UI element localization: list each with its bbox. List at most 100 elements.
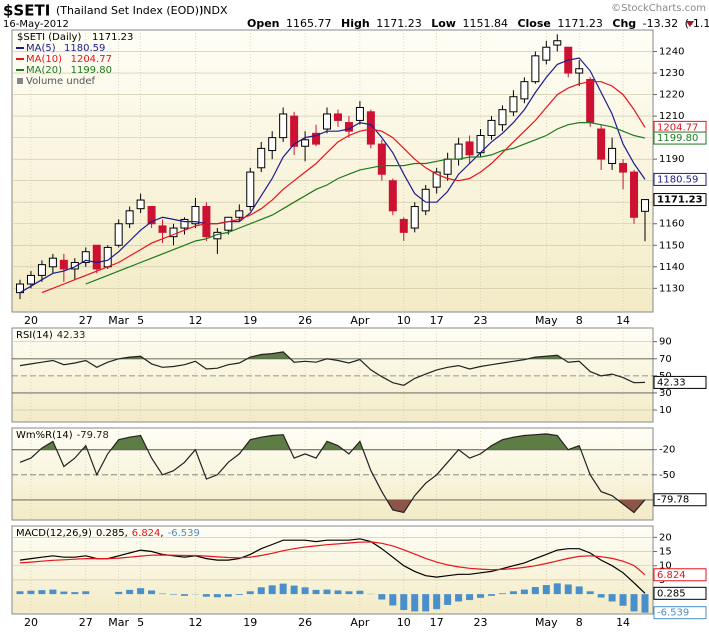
x-tick-label: May <box>535 314 558 327</box>
zone-fill <box>20 433 645 450</box>
x-tick-label: 19 <box>243 616 257 629</box>
x-tick-label: 23 <box>474 314 488 327</box>
histogram-bar <box>641 594 649 613</box>
histogram-bar <box>60 591 68 595</box>
histogram-bar <box>202 594 210 597</box>
histogram-bar <box>477 594 485 598</box>
candle-body <box>575 68 584 74</box>
x-tick-label: 19 <box>243 314 257 327</box>
candle-body <box>59 259 68 270</box>
histogram-bar <box>455 594 463 602</box>
histogram-bar <box>323 589 331 595</box>
histogram-bar <box>180 594 188 596</box>
quote-label: Open <box>247 17 280 30</box>
index-name: (Thailand Set Index (EOD)) <box>56 4 203 17</box>
histogram-bar <box>126 589 134 595</box>
histogram-bar <box>235 594 243 595</box>
x-tick-label: May <box>535 616 558 629</box>
histogram-bar <box>619 594 627 606</box>
legend-value: 1171.23 <box>92 32 133 43</box>
y-tick-label: 1240 <box>659 47 684 58</box>
legend-name: Wm%R(14) <box>16 430 73 441</box>
histogram-bar <box>246 591 254 595</box>
y-tick-label: 30 <box>659 388 672 399</box>
x-tick-label: 26 <box>298 314 312 327</box>
candle-body <box>498 109 507 126</box>
legend-name: MA(10) <box>26 54 62 65</box>
candle-body <box>26 274 35 285</box>
histogram-bar <box>16 591 24 595</box>
y-tick-label: 10 <box>659 405 672 416</box>
x-tick-label: 26 <box>298 616 312 629</box>
histogram-bar <box>564 584 572 595</box>
x-tick-label: Mar <box>108 314 129 327</box>
quote-value: 1165.77 <box>286 17 332 30</box>
histogram-bar <box>575 586 583 595</box>
value-box <box>653 606 707 620</box>
histogram-bar <box>433 594 441 610</box>
y-tick-label: 15 <box>659 547 672 558</box>
candle-body <box>81 251 90 263</box>
value-box-label: 1180.59 <box>657 174 698 185</box>
histogram-bar <box>27 590 35 595</box>
x-tick-label: 14 <box>616 314 630 327</box>
candle-body <box>641 199 649 212</box>
panel-legend: Wm%R(14) -79.78 <box>16 430 109 441</box>
candle-body <box>202 206 211 238</box>
x-tick-label: 5 <box>137 616 144 629</box>
legend-name: $SETI (Daily) <box>17 32 81 43</box>
histogram-bar <box>290 585 298 595</box>
panel-legend: MACD(12,26,9) 0.285, 6.824, -6.539 <box>16 528 200 539</box>
y-tick-label: 1130 <box>659 283 684 294</box>
candle-body <box>48 257 57 268</box>
legend-name: RSI(14) <box>16 330 53 341</box>
value-box-label: 6.824 <box>657 570 686 581</box>
candle-body <box>235 210 244 218</box>
x-tick-label: Apr <box>350 314 370 327</box>
legend-separator: , <box>125 528 128 539</box>
legend-value: 1180.59 <box>64 43 105 54</box>
value-box <box>653 193 707 207</box>
candle-body <box>136 199 145 210</box>
y-tick-label: 10 <box>659 561 672 572</box>
candle-body <box>257 147 266 169</box>
candle-body <box>388 180 397 212</box>
exchange: INDX <box>200 4 228 17</box>
candle-body <box>301 139 310 147</box>
candle-body <box>246 171 255 208</box>
x-tick-label: 17 <box>430 616 444 629</box>
candle-body <box>465 141 474 156</box>
x-tick-label: 27 <box>79 314 93 327</box>
x-tick-label: 10 <box>397 314 411 327</box>
candle-body <box>509 96 518 113</box>
y-tick-label: -20 <box>659 445 675 456</box>
histogram-bar <box>170 594 178 595</box>
candle-body <box>553 40 562 46</box>
histogram-bar <box>597 594 605 598</box>
quote-label: Close <box>517 17 550 30</box>
moving-average <box>85 122 646 285</box>
legend-name: MACD(12,26,9) <box>16 528 92 539</box>
candle-body <box>454 143 463 160</box>
y-tick-label: 1230 <box>659 68 684 79</box>
candle-body <box>432 171 441 188</box>
y-tick-label: 1140 <box>659 262 684 273</box>
histogram-bar <box>378 594 386 600</box>
histogram-bar <box>542 585 550 595</box>
legend-value: 0.285 <box>96 528 125 539</box>
histogram-bar <box>520 589 528 595</box>
histogram-bar <box>38 590 46 595</box>
x-tick-label: 23 <box>474 616 488 629</box>
quote-label: High <box>341 17 370 30</box>
histogram-bar <box>345 591 353 595</box>
quote-label: Chg <box>612 17 636 30</box>
candle-body <box>268 137 277 152</box>
histogram-bar <box>213 594 221 598</box>
histogram-bar <box>422 594 430 612</box>
histogram-bar <box>498 593 506 595</box>
symbol: $SETI <box>3 2 50 20</box>
x-tick-label: Mar <box>108 616 129 629</box>
x-tick-label: 20 <box>24 616 38 629</box>
panel <box>11 525 654 615</box>
